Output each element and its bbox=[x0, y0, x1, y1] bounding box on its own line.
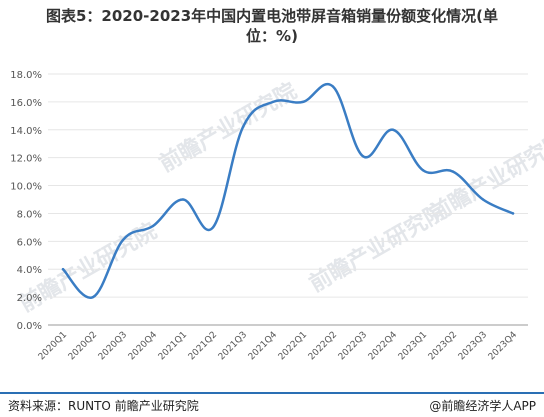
y-tick-label: 8.0% bbox=[17, 209, 42, 220]
title-line-2: 位：%) bbox=[246, 27, 298, 45]
y-tick-label: 16.0% bbox=[10, 98, 42, 109]
x-tick-label: 2022Q4 bbox=[367, 330, 400, 363]
y-tick-label: 12.0% bbox=[10, 154, 42, 165]
y-tick-label: 14.0% bbox=[10, 126, 42, 137]
line-chart: 0.0% 2.0% 4.0% 6.0% 8.0% 10.0% 12.0% 14.0% 16.0%… bbox=[10, 70, 528, 363]
data-point bbox=[391, 128, 395, 131]
y-tick-label: 0.0% bbox=[17, 321, 42, 332]
data-point bbox=[61, 268, 65, 271]
x-tick-label: 2020Q1 bbox=[37, 330, 69, 362]
data-point bbox=[181, 198, 185, 201]
data-point bbox=[451, 170, 455, 173]
x-tick-label: 2023Q4 bbox=[487, 330, 520, 363]
source-text: 资料来源：RUNTO 前瞻产业研究院 bbox=[8, 399, 199, 413]
y-tick-label: 6.0% bbox=[17, 237, 42, 248]
y-tick-label: 10.0% bbox=[10, 182, 42, 193]
x-tick-label: 2022Q3 bbox=[337, 330, 369, 362]
x-tick-label: 2021Q3 bbox=[217, 330, 249, 362]
footer: 资料来源：RUNTO 前瞻产业研究院 @前瞻经济学人APP bbox=[0, 392, 544, 414]
data-point bbox=[481, 198, 485, 201]
data-point bbox=[211, 226, 215, 229]
x-tick-label: 2022Q1 bbox=[277, 330, 309, 362]
x-tick-label: 2023Q2 bbox=[427, 330, 459, 362]
data-point bbox=[331, 85, 335, 88]
chart-title: 图表5：2020-2023年中国内置电池带屏音箱销量份额变化情况(单 位：%) bbox=[0, 6, 544, 46]
x-tick-label: 2021Q1 bbox=[157, 330, 189, 362]
title-line-1: 图表5：2020-2023年中国内置电池带屏音箱销量份额变化情况(单 bbox=[45, 7, 499, 25]
x-tick-label: 2022Q2 bbox=[307, 330, 339, 362]
data-point bbox=[511, 212, 515, 215]
series-line bbox=[61, 83, 515, 299]
brand-text: @前瞻经济学人APP bbox=[429, 399, 536, 413]
data-point bbox=[421, 169, 425, 172]
y-tick-label: 4.0% bbox=[17, 265, 42, 276]
x-tick-label: 2020Q2 bbox=[67, 330, 99, 362]
data-point bbox=[301, 100, 305, 104]
x-tick-label: 2021Q2 bbox=[187, 330, 219, 362]
data-point bbox=[241, 125, 245, 129]
data-point bbox=[361, 155, 365, 158]
y-tick-label: 2.0% bbox=[17, 293, 42, 304]
data-point bbox=[151, 224, 155, 228]
x-tick-label: 2020Q4 bbox=[127, 330, 160, 363]
data-point bbox=[121, 238, 125, 242]
data-point bbox=[91, 295, 95, 299]
x-tick-label: 2023Q1 bbox=[397, 330, 429, 362]
y-tick-label: 18.0% bbox=[10, 70, 42, 81]
x-tick-label: 2023Q3 bbox=[457, 330, 489, 362]
x-tick-label: 2021Q4 bbox=[247, 330, 280, 363]
data-point bbox=[271, 100, 275, 104]
x-tick-label: 2020Q3 bbox=[97, 330, 129, 362]
